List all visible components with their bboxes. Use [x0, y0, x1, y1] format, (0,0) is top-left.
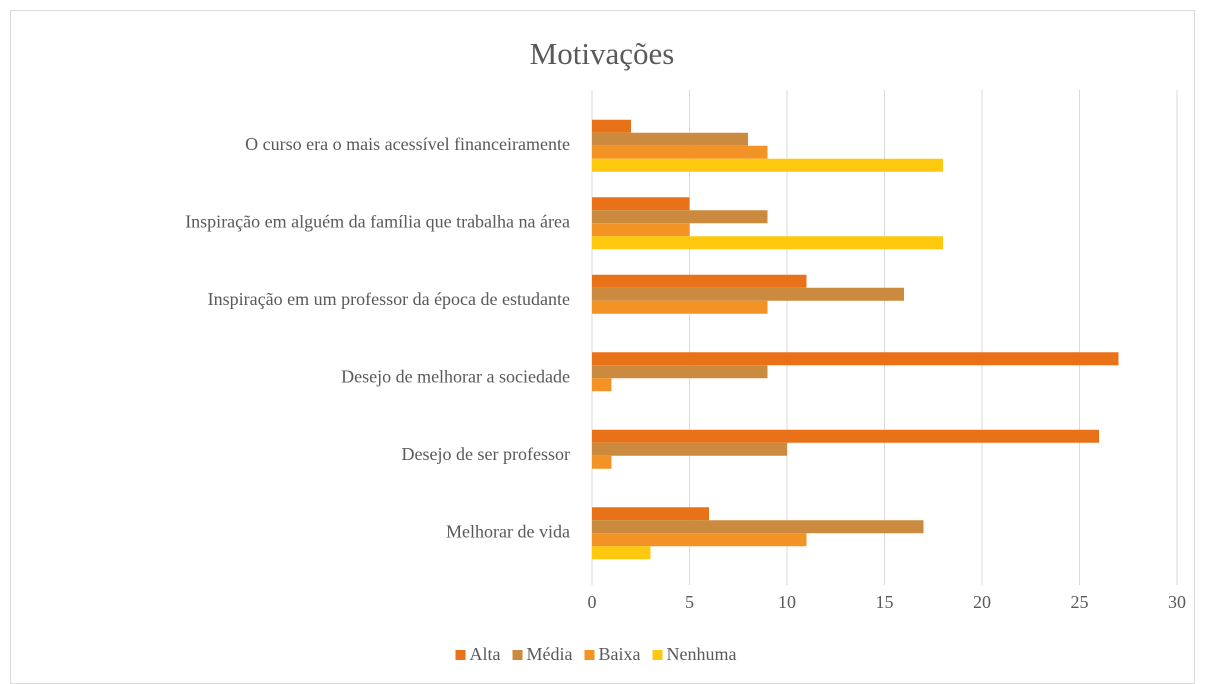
x-tick-label: 15 — [876, 592, 894, 612]
x-tick-label: 5 — [685, 592, 694, 612]
y-tick-label: O curso era o mais acessível financeiram… — [245, 134, 570, 154]
x-tick-label: 30 — [1168, 592, 1186, 612]
bar — [592, 197, 690, 211]
legend-label: Baixa — [599, 644, 641, 664]
bar — [592, 145, 768, 159]
legend-label: Média — [527, 644, 573, 664]
bar — [592, 132, 748, 146]
y-tick-label: Melhorar de vida — [446, 521, 570, 541]
y-tick-label: Desejo de ser professor — [402, 444, 570, 464]
y-tick-label: Desejo de melhorar a sociedade — [341, 366, 570, 386]
y-tick-label: Inspiração em um professor da época de e… — [208, 289, 570, 309]
x-tick-label: 25 — [1071, 592, 1089, 612]
bar — [592, 352, 1119, 366]
chart-border — [10, 10, 1195, 684]
bar — [592, 520, 924, 534]
bar — [592, 378, 612, 392]
bar — [592, 287, 904, 301]
bar — [592, 546, 651, 560]
chart-title: Motivações — [530, 36, 675, 71]
bar — [592, 300, 768, 314]
x-tick-label: 10 — [778, 592, 796, 612]
bar — [592, 158, 943, 172]
bar — [592, 119, 631, 133]
bar — [592, 507, 709, 521]
legend-swatch — [455, 650, 466, 660]
bar — [592, 236, 943, 250]
x-tick-label: 0 — [588, 592, 597, 612]
x-tick-label: 20 — [973, 592, 991, 612]
legend-swatch — [584, 650, 595, 660]
legend-swatch — [652, 650, 663, 660]
bar — [592, 223, 690, 237]
bar — [592, 455, 612, 469]
y-tick-label: Inspiração em alguém da família que trab… — [185, 211, 570, 231]
bar — [592, 365, 768, 379]
legend-label: Alta — [470, 644, 501, 664]
legend-swatch — [512, 650, 523, 660]
bar — [592, 429, 1099, 443]
bar — [592, 274, 807, 288]
bar — [592, 210, 768, 224]
bar — [592, 442, 787, 456]
legend-label: Nenhuma — [667, 644, 737, 664]
bar — [592, 533, 807, 547]
